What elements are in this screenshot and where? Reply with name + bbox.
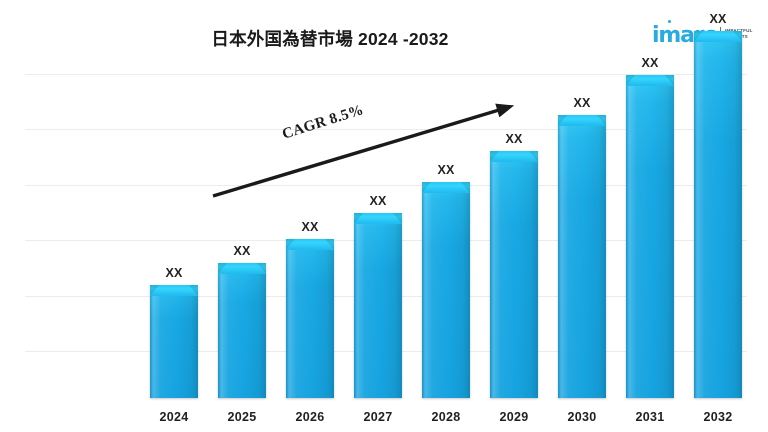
bar-bevel-left bbox=[218, 263, 227, 274]
bar-value-label: XX bbox=[437, 163, 455, 177]
bar-rect[interactable] bbox=[218, 263, 266, 398]
bar-rect[interactable] bbox=[490, 151, 538, 398]
logo-dot-icon bbox=[668, 20, 671, 23]
x-axis-label: 2032 bbox=[703, 410, 733, 424]
bar-bevel-right bbox=[257, 263, 266, 274]
bar-value-label: XX bbox=[165, 266, 183, 280]
bar-rect[interactable] bbox=[422, 182, 470, 398]
bar-2031[interactable]: XX 2031 bbox=[626, 56, 674, 424]
x-axis-label: 2026 bbox=[295, 410, 325, 424]
x-axis-label: 2025 bbox=[227, 410, 257, 424]
x-axis-label: 2030 bbox=[567, 410, 597, 424]
bar-rect[interactable] bbox=[150, 285, 198, 398]
bar-2028[interactable]: XX 2028 bbox=[422, 163, 470, 424]
bar-2026[interactable]: XX 2026 bbox=[286, 220, 334, 424]
bar-rect[interactable] bbox=[694, 31, 742, 398]
bar-bevel-left bbox=[558, 115, 567, 126]
bar-2030[interactable]: XX 2030 bbox=[558, 96, 606, 424]
bar-bevel-right bbox=[597, 115, 606, 126]
bar-bevel-left bbox=[626, 75, 635, 86]
page-title: 日本外国為替市場 2024 -2032 bbox=[211, 29, 449, 49]
bar-rect[interactable] bbox=[286, 239, 334, 398]
bar-2029[interactable]: XX 2029 bbox=[490, 132, 538, 424]
bar-bevel-left bbox=[286, 239, 295, 250]
logo-tagline-line1: IMPACTFUL bbox=[725, 28, 755, 34]
bar-top-cap bbox=[558, 115, 606, 126]
bar-value-label: XX bbox=[505, 132, 523, 146]
bar-value-label: XX bbox=[709, 12, 727, 26]
bar-bevel-left bbox=[490, 151, 499, 162]
bar-rect[interactable] bbox=[626, 75, 674, 398]
bar-top-cap bbox=[626, 75, 674, 86]
bar-top-cap bbox=[354, 213, 402, 224]
bar-2032[interactable]: XX 2032 bbox=[694, 12, 742, 424]
bar-top-cap bbox=[490, 151, 538, 162]
bar-bevel-right bbox=[733, 31, 742, 42]
bar-value-label: XX bbox=[641, 56, 659, 70]
bar-value-label: XX bbox=[301, 220, 319, 234]
bar-bevel-right bbox=[665, 75, 674, 86]
bar-2027[interactable]: XX 2027 bbox=[354, 194, 402, 424]
bar-value-label: XX bbox=[573, 96, 591, 110]
bar-bevel-left bbox=[694, 31, 703, 42]
bar-rect[interactable] bbox=[354, 213, 402, 398]
x-axis-label: 2031 bbox=[635, 410, 665, 424]
bar-2025[interactable]: XX 2025 bbox=[218, 244, 266, 424]
gridline bbox=[25, 74, 747, 75]
bar-top-cap bbox=[218, 263, 266, 274]
x-axis-label: 2029 bbox=[499, 410, 529, 424]
bar-bevel-left bbox=[422, 182, 431, 193]
bar-top-cap bbox=[150, 285, 198, 296]
bar-bevel-right bbox=[325, 239, 334, 250]
x-axis-label: 2027 bbox=[363, 410, 393, 424]
bar-top-cap bbox=[286, 239, 334, 250]
bar-value-label: XX bbox=[233, 244, 251, 258]
x-axis-label: 2028 bbox=[431, 410, 461, 424]
bar-bevel-right bbox=[461, 182, 470, 193]
bar-2024[interactable]: XX 2024 bbox=[150, 266, 198, 424]
bar-bevel-right bbox=[189, 285, 198, 296]
bar-rect[interactable] bbox=[558, 115, 606, 398]
bar-bevel-left bbox=[150, 285, 159, 296]
bar-top-cap bbox=[694, 31, 742, 42]
bar-bevel-right bbox=[529, 151, 538, 162]
x-axis-label: 2024 bbox=[159, 410, 189, 424]
bar-value-label: XX bbox=[369, 194, 387, 208]
bar-bevel-left bbox=[354, 213, 363, 224]
bar-bevel-right bbox=[393, 213, 402, 224]
